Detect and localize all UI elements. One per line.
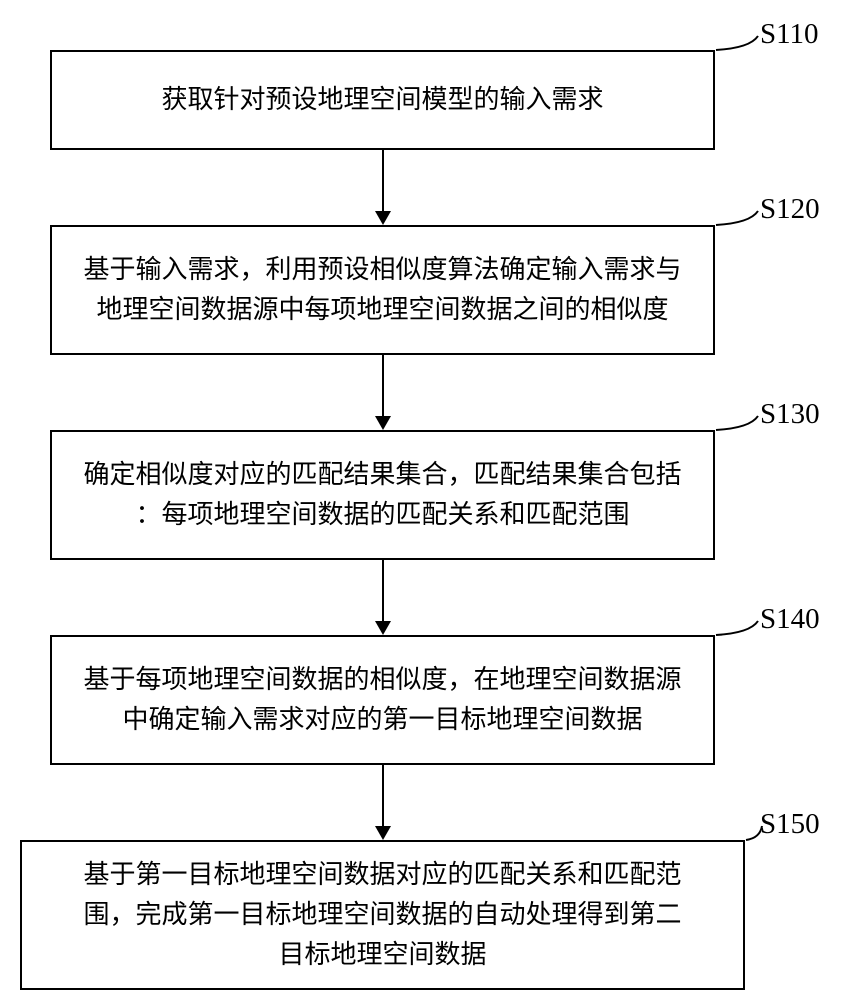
edge-a-b-head (375, 211, 391, 225)
flow-node-s140: 基于每项地理空间数据的相似度，在地理空间数据源 中确定输入需求对应的第一目标地理… (50, 635, 715, 765)
edge-c-d-head (375, 621, 391, 635)
flow-node-s150-text: 基于第一目标地理空间数据对应的匹配关系和匹配范 围，完成第一目标地理空间数据的自… (83, 855, 681, 976)
flow-node-s140-text: 基于每项地理空间数据的相似度，在地理空间数据源 中确定输入需求对应的第一目标地理… (83, 660, 681, 741)
edge-a-b-shaft (382, 150, 384, 211)
step-label-s110: S110 (760, 18, 819, 51)
flow-node-s130: 确定相似度对应的匹配结果集合，匹配结果集合包括 ：每项地理空间数据的匹配关系和匹… (50, 430, 715, 560)
flow-node-s110: 获取针对预设地理空间模型的输入需求 (50, 50, 715, 150)
flowchart-canvas: 获取针对预设地理空间模型的输入需求 S110 基于输入需求，利用预设相似度算法确… (0, 0, 845, 1000)
edge-b-c-head (375, 416, 391, 430)
flow-node-s130-text: 确定相似度对应的匹配结果集合，匹配结果集合包括 ：每项地理空间数据的匹配关系和匹… (83, 455, 681, 536)
edge-c-d-shaft (382, 560, 384, 621)
flow-node-s110-text: 获取针对预设地理空间模型的输入需求 (161, 80, 603, 120)
edge-d-e-shaft (382, 765, 384, 826)
edge-b-c-shaft (382, 355, 384, 416)
step-label-s140: S140 (760, 603, 820, 636)
flow-node-s120: 基于输入需求，利用预设相似度算法确定输入需求与 地理空间数据源中每项地理空间数据… (50, 225, 715, 355)
step-label-s130: S130 (760, 398, 820, 431)
step-label-s150: S150 (760, 808, 820, 841)
flow-node-s120-text: 基于输入需求，利用预设相似度算法确定输入需求与 地理空间数据源中每项地理空间数据… (83, 250, 681, 331)
edge-d-e-head (375, 826, 391, 840)
step-label-s120: S120 (760, 193, 820, 226)
flow-node-s150: 基于第一目标地理空间数据对应的匹配关系和匹配范 围，完成第一目标地理空间数据的自… (20, 840, 745, 990)
